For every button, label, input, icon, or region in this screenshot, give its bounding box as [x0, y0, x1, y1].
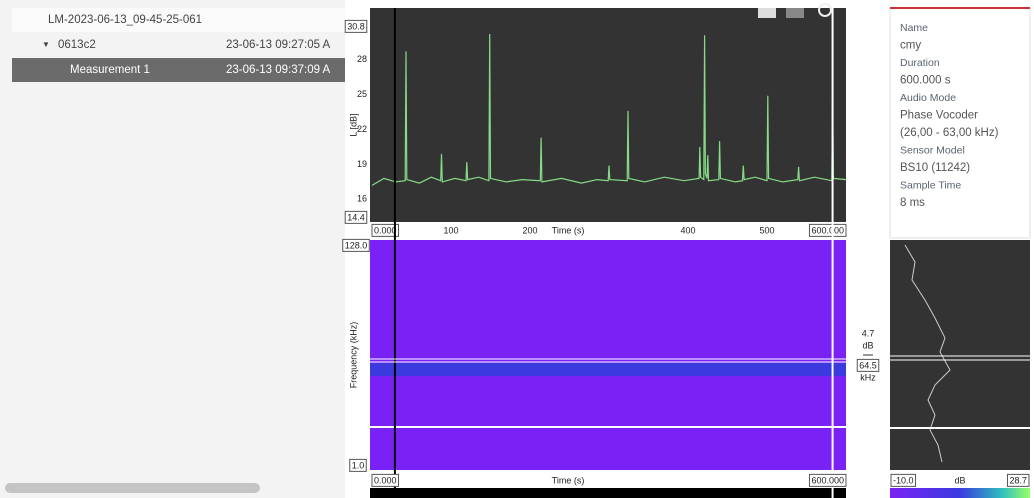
- y-tick-label: 25: [357, 89, 367, 99]
- tree-label: LM-2023-06-13_09-45-25-061: [48, 14, 202, 26]
- x-limit-label: 28.7: [1009, 475, 1027, 485]
- info-label: Sensor Model: [900, 144, 965, 156]
- frequency-unit: kHz: [860, 372, 876, 382]
- info-value: cmy: [900, 40, 921, 52]
- x-tick-label: 500: [759, 225, 774, 235]
- x-limit-label: 0.000: [374, 475, 397, 485]
- tree-date: 23-06-13 09:27:05 A: [226, 39, 331, 51]
- bottom-strip: [370, 488, 846, 498]
- info-value: Phase Vocoder: [900, 110, 978, 122]
- x-tick-label: 400: [680, 225, 695, 235]
- x-axis-label: dB: [954, 475, 965, 485]
- x-tick-label: 100: [443, 225, 458, 235]
- x-tick-label: 200: [522, 225, 537, 235]
- app-window: LM-2023-06-13_09-45-25-061 ▼ 0613c2 23-0…: [0, 0, 1034, 498]
- profile-panel: [890, 240, 1030, 470]
- y-limit-label: 14.4: [347, 212, 365, 222]
- info-label: Duration: [900, 57, 940, 69]
- info-label: Sample Time: [900, 179, 961, 191]
- level-plot-bg: [370, 8, 846, 222]
- x-axis-label: Time (s): [552, 475, 585, 485]
- info-value: 8 ms: [900, 197, 925, 209]
- x-limit-label: 600.000: [811, 475, 844, 485]
- y-tick-label: 28: [357, 54, 367, 64]
- x-limit-label: -10.0: [893, 475, 914, 485]
- y-limit-label: 128.0: [345, 240, 368, 250]
- tree-label[interactable]: 0613c2: [58, 39, 96, 51]
- x-limit-label: 0.000: [374, 225, 397, 235]
- toolbar-button[interactable]: [786, 8, 804, 18]
- tree-date: 23-06-13 09:37:09 A: [226, 64, 331, 76]
- spectrogram-band: [370, 363, 846, 376]
- level-value: 4.7: [862, 328, 875, 338]
- info-label: Audio Mode: [900, 92, 956, 104]
- y-limit-label: 30.8: [347, 21, 365, 31]
- toolbar-button[interactable]: [758, 8, 776, 18]
- info-value: BS10 (11242): [900, 162, 970, 174]
- expand-arrow[interactable]: ▼: [42, 40, 50, 49]
- info-label: Name: [900, 22, 928, 34]
- scrollbar[interactable]: [5, 483, 260, 493]
- x-limit-label: 600.000: [811, 225, 844, 235]
- y-tick-label: 16: [357, 194, 367, 204]
- tree-label[interactable]: Measurement 1: [70, 64, 150, 76]
- y-axis-label: Frequency (kHz): [348, 322, 358, 389]
- info-value: 600.000 s: [900, 75, 951, 87]
- y-tick-label: 22: [357, 124, 367, 134]
- colorbar: [890, 488, 1030, 498]
- y-limit-label: 1.0: [352, 460, 365, 470]
- spectrogram: [370, 240, 846, 470]
- x-axis-label: Time (s): [552, 225, 585, 235]
- level-unit: dB: [862, 340, 873, 350]
- frequency-value: 64.5: [859, 360, 877, 370]
- y-tick-label: 19: [357, 159, 367, 169]
- info-value: (26,00 - 63,00 kHz): [900, 127, 999, 139]
